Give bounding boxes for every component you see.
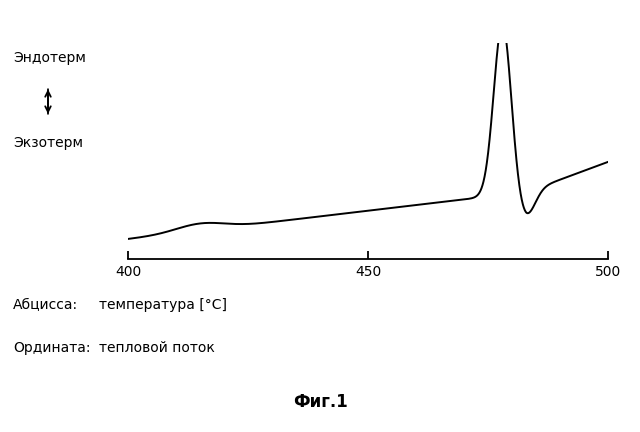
Text: Эндотерм: Эндотерм <box>13 51 86 65</box>
Text: Ордината:: Ордината: <box>13 341 90 355</box>
Text: температура [°C]: температура [°C] <box>99 298 227 311</box>
Text: тепловой поток: тепловой поток <box>99 341 215 355</box>
Text: Фиг.1: Фиг.1 <box>292 393 348 411</box>
Text: Экзотерм: Экзотерм <box>13 136 83 149</box>
Text: Абцисса:: Абцисса: <box>13 298 78 311</box>
